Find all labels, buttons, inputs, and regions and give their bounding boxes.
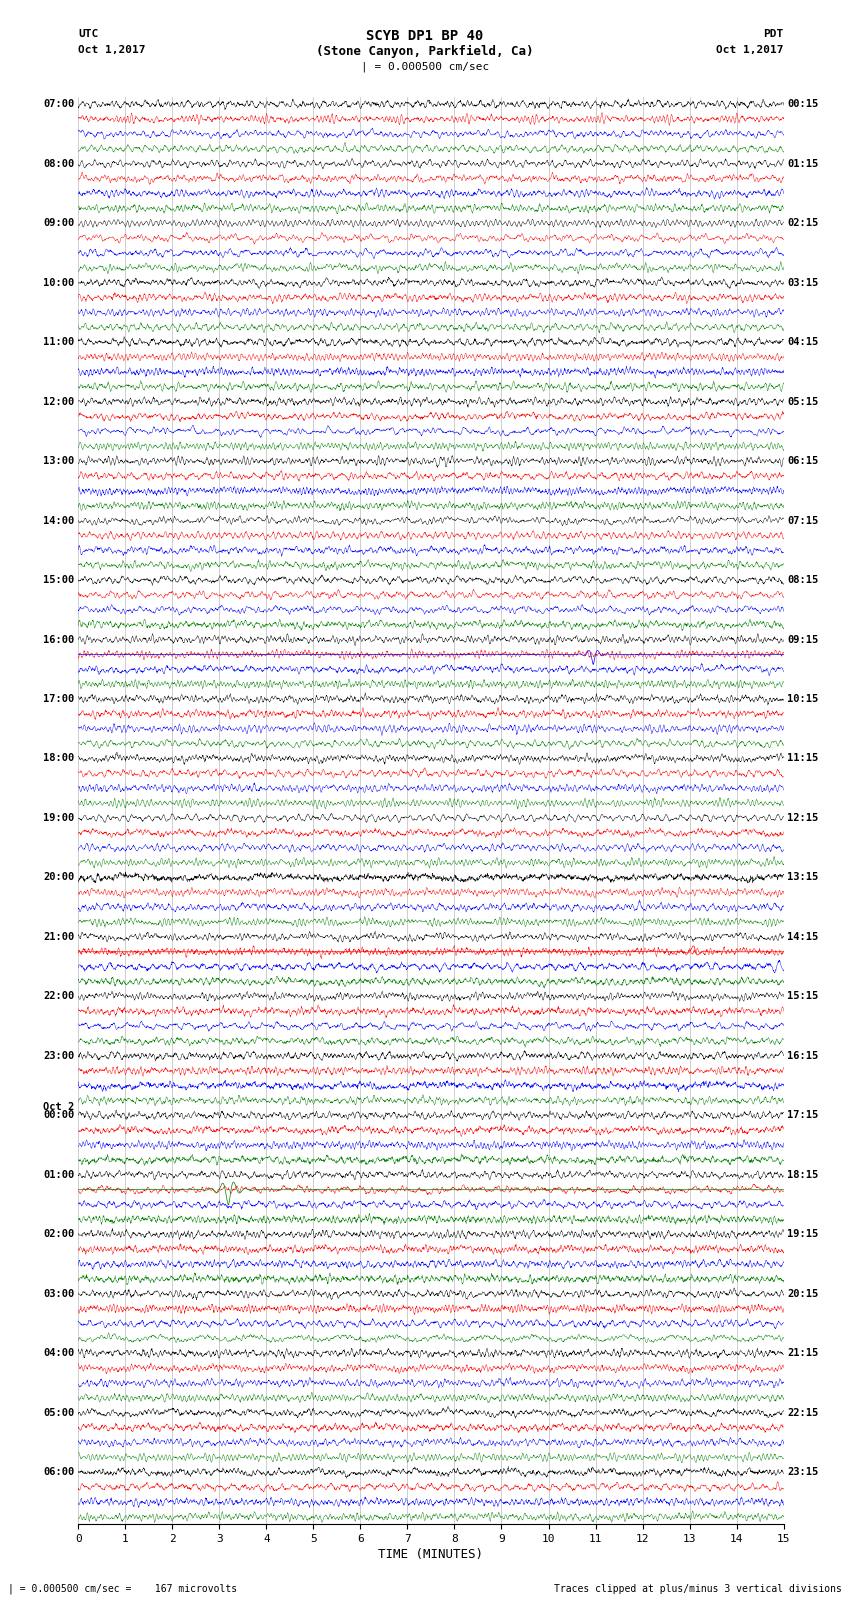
Text: 07:15: 07:15 [787,516,819,526]
Text: 08:15: 08:15 [787,576,819,586]
Text: Oct 2: Oct 2 [43,1102,75,1113]
Text: 21:00: 21:00 [43,932,75,942]
Text: 17:00: 17:00 [43,694,75,703]
Text: (Stone Canyon, Parkfield, Ca): (Stone Canyon, Parkfield, Ca) [316,45,534,58]
Text: 17:15: 17:15 [787,1110,819,1121]
Text: 06:15: 06:15 [787,456,819,466]
Text: 23:00: 23:00 [43,1052,75,1061]
Text: 16:15: 16:15 [787,1052,819,1061]
Text: 05:15: 05:15 [787,397,819,406]
Text: 00:00: 00:00 [43,1110,75,1121]
Text: 23:15: 23:15 [787,1468,819,1478]
Text: Oct 1,2017: Oct 1,2017 [78,45,145,55]
Text: 15:15: 15:15 [787,992,819,1002]
Text: 06:00: 06:00 [43,1468,75,1478]
Text: 08:00: 08:00 [43,158,75,169]
Text: | = 0.000500 cm/sec =    167 microvolts: | = 0.000500 cm/sec = 167 microvolts [8,1582,238,1594]
Text: 14:15: 14:15 [787,932,819,942]
Text: SCYB DP1 BP 40: SCYB DP1 BP 40 [366,29,484,44]
Text: 22:00: 22:00 [43,992,75,1002]
Text: 18:15: 18:15 [787,1169,819,1179]
X-axis label: TIME (MINUTES): TIME (MINUTES) [378,1548,484,1561]
Text: 11:00: 11:00 [43,337,75,347]
Text: 13:15: 13:15 [787,873,819,882]
Text: 22:15: 22:15 [787,1408,819,1418]
Text: 00:15: 00:15 [787,100,819,110]
Text: Traces clipped at plus/minus 3 vertical divisions: Traces clipped at plus/minus 3 vertical … [553,1584,842,1594]
Text: 09:15: 09:15 [787,634,819,645]
Text: 19:00: 19:00 [43,813,75,823]
Text: 03:15: 03:15 [787,277,819,287]
Text: 13:00: 13:00 [43,456,75,466]
Text: 20:00: 20:00 [43,873,75,882]
Text: 04:00: 04:00 [43,1348,75,1358]
Text: 10:15: 10:15 [787,694,819,703]
Text: | = 0.000500 cm/sec: | = 0.000500 cm/sec [361,61,489,73]
Text: 14:00: 14:00 [43,516,75,526]
Text: 07:00: 07:00 [43,100,75,110]
Text: 20:15: 20:15 [787,1289,819,1298]
Text: 12:15: 12:15 [787,813,819,823]
Text: 02:15: 02:15 [787,218,819,227]
Text: 03:00: 03:00 [43,1289,75,1298]
Text: 01:15: 01:15 [787,158,819,169]
Text: 15:00: 15:00 [43,576,75,586]
Text: 11:15: 11:15 [787,753,819,763]
Text: Oct 1,2017: Oct 1,2017 [717,45,784,55]
Text: 21:15: 21:15 [787,1348,819,1358]
Text: 09:00: 09:00 [43,218,75,227]
Text: 10:00: 10:00 [43,277,75,287]
Text: 04:15: 04:15 [787,337,819,347]
Text: 01:00: 01:00 [43,1169,75,1179]
Text: 12:00: 12:00 [43,397,75,406]
Text: 02:00: 02:00 [43,1229,75,1239]
Text: 18:00: 18:00 [43,753,75,763]
Text: 19:15: 19:15 [787,1229,819,1239]
Text: UTC: UTC [78,29,99,39]
Text: 16:00: 16:00 [43,634,75,645]
Text: PDT: PDT [763,29,784,39]
Text: 05:00: 05:00 [43,1408,75,1418]
